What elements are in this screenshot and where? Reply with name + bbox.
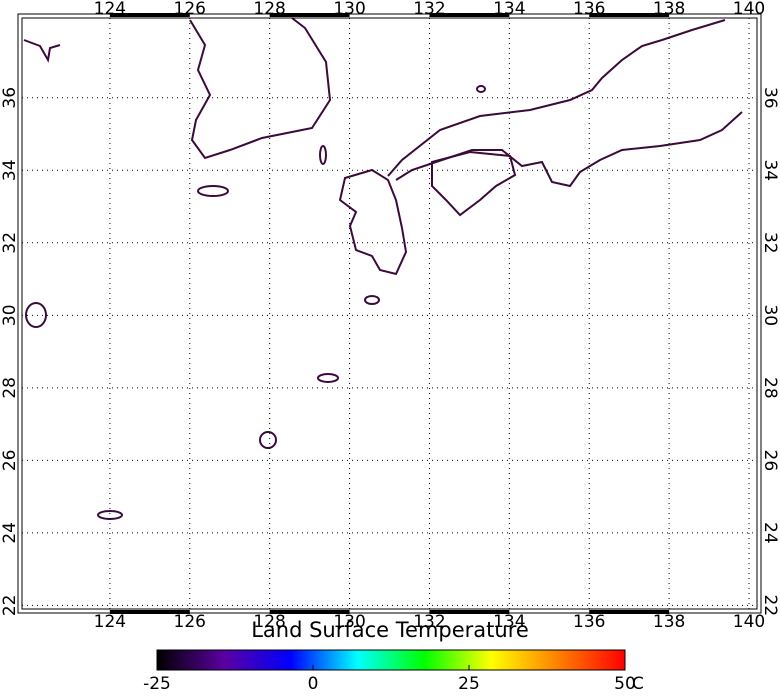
map-frame — [17, 13, 762, 614]
coastlines — [23, 17, 743, 520]
colorbar-label: -25 — [143, 674, 171, 693]
jeju-coast — [197, 185, 229, 197]
island — [364, 295, 380, 305]
korea-coast — [189, 17, 332, 160]
island — [25, 302, 47, 328]
colorbar-unit: C — [632, 674, 644, 693]
lat-label-right: 30 — [760, 304, 780, 326]
lat-label-left: 22 — [0, 595, 20, 617]
lat-label-left: 34 — [0, 159, 20, 181]
lon-label-top: 138 — [653, 0, 685, 19]
lat-label-right: 22 — [760, 595, 780, 617]
lon-label-bottom: 138 — [653, 612, 685, 632]
lon-label-top: 140 — [733, 0, 765, 19]
lat-label-right: 34 — [760, 159, 780, 181]
lat-label-left: 30 — [0, 304, 20, 326]
island — [317, 373, 339, 383]
lon-label-bottom: 140 — [733, 612, 765, 632]
china-coast — [23, 39, 61, 63]
lon-label-top: 130 — [333, 0, 365, 19]
lat-label-right: 28 — [760, 377, 780, 399]
lat-label-left: 28 — [0, 377, 20, 399]
lat-label-right: 32 — [760, 232, 780, 254]
lon-label-top: 136 — [573, 0, 605, 19]
lon-label-top: 124 — [94, 0, 126, 19]
colorbar — [156, 649, 626, 671]
map-frame — [21, 17, 758, 610]
lon-label-top: 134 — [493, 0, 525, 19]
lon-label-top: 128 — [253, 0, 285, 19]
lat-label-left: 24 — [0, 522, 20, 544]
lon-label-bottom: 132 — [413, 612, 445, 632]
lon-label-top: 132 — [413, 0, 445, 19]
colorbar-label: 25 — [458, 674, 480, 693]
lat-label-right: 26 — [760, 450, 780, 472]
map-title: Land Surface Temperature — [251, 618, 529, 642]
lon-label-bottom: 136 — [573, 612, 605, 632]
shikoku-coast — [431, 150, 517, 217]
island — [97, 510, 123, 520]
lon-label-top: 126 — [174, 0, 206, 19]
lat-label-right: 24 — [760, 522, 780, 544]
island — [476, 85, 486, 93]
island — [259, 431, 277, 449]
lon-label-bottom: 126 — [174, 612, 206, 632]
kyushu-coast — [338, 168, 408, 276]
lon-label-bottom: 130 — [333, 612, 365, 632]
lat-label-left: 36 — [0, 87, 20, 109]
lon-label-bottom: 124 — [94, 612, 126, 632]
colorbar-label: 0 — [308, 674, 319, 693]
lon-label-bottom: 134 — [493, 612, 525, 632]
lat-label-left: 26 — [0, 450, 20, 472]
honshu-coast — [387, 19, 743, 188]
lat-label-right: 36 — [760, 87, 780, 109]
lat-label-left: 32 — [0, 232, 20, 254]
island — [319, 145, 327, 165]
colorbar-label: 50 — [614, 674, 636, 693]
lon-label-bottom: 128 — [253, 612, 285, 632]
